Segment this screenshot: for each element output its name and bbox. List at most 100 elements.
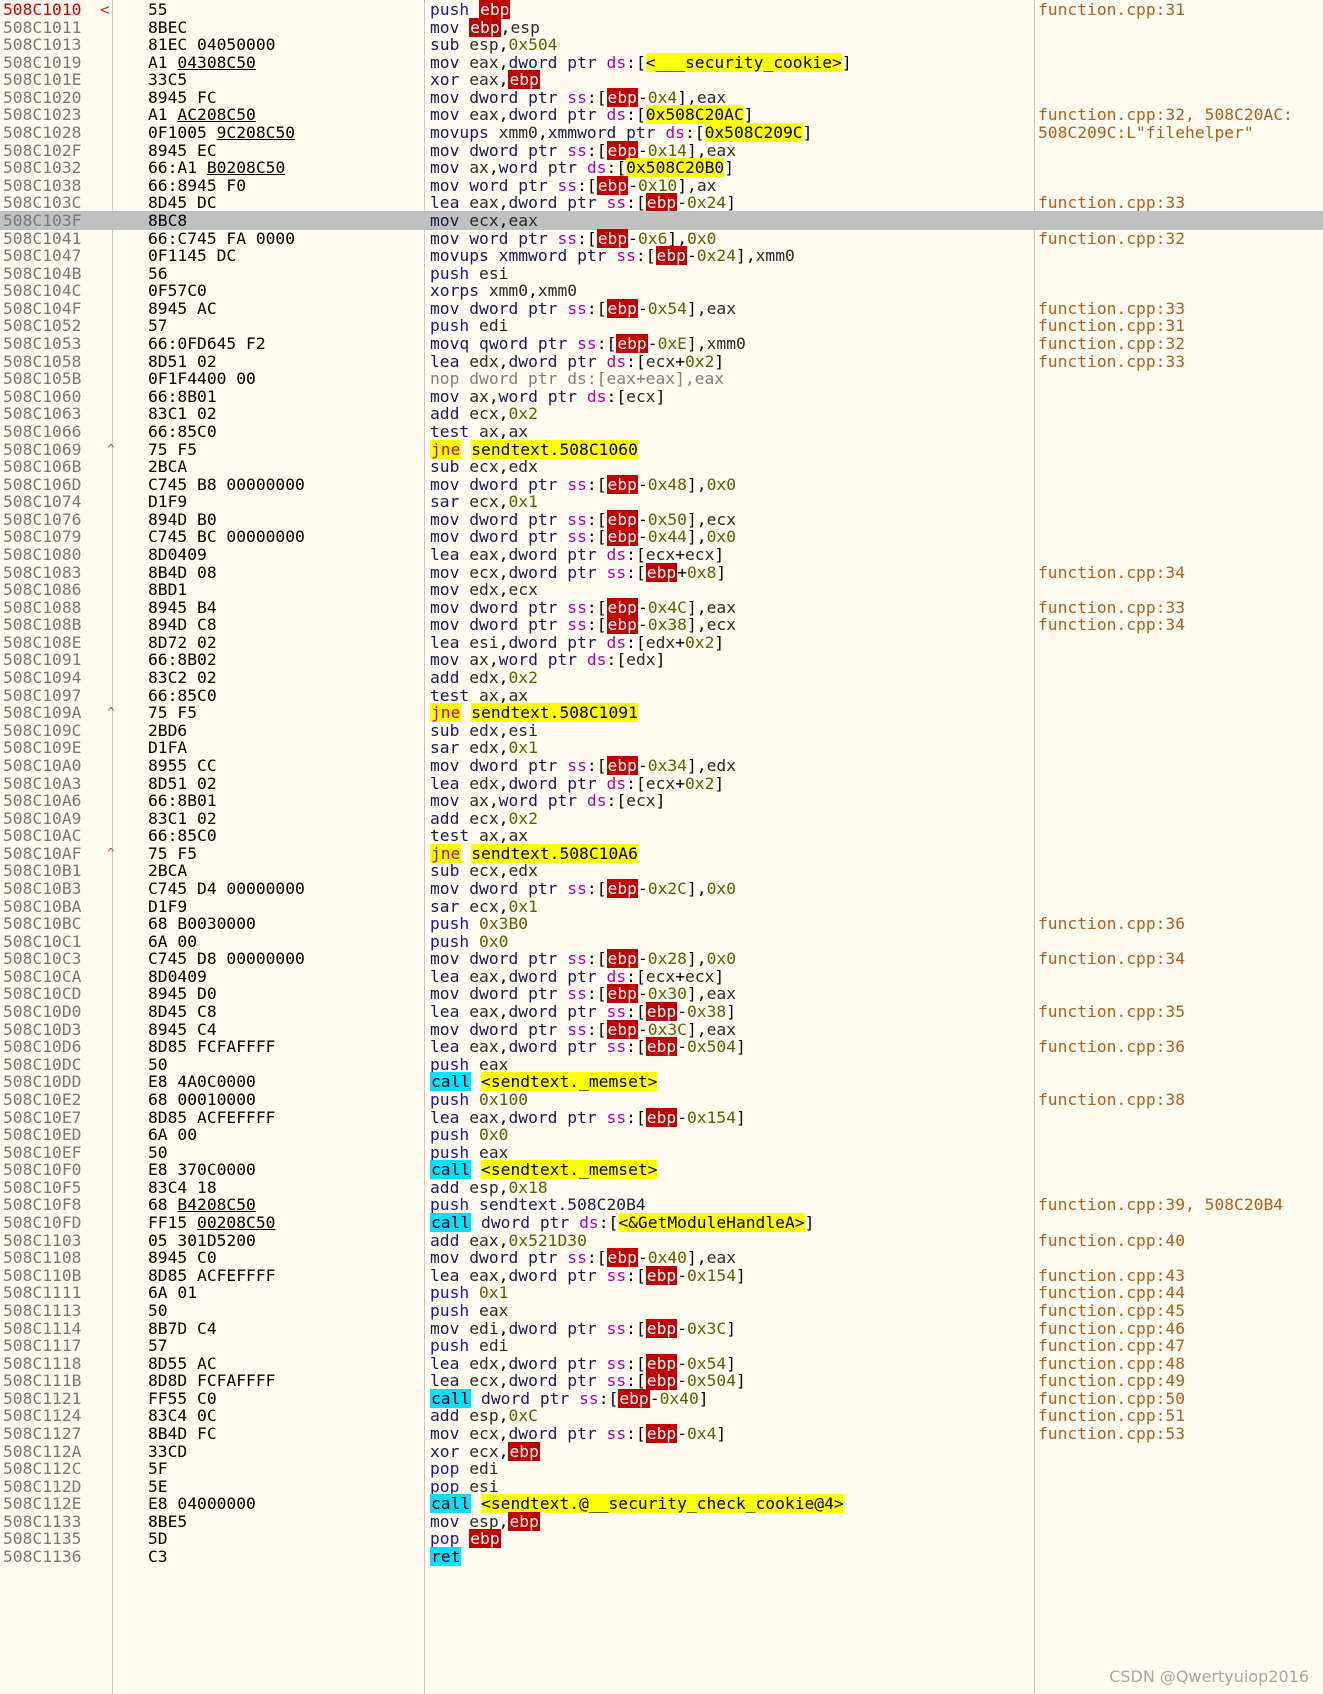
row-instruction: add ecx,0x2 (430, 808, 538, 828)
disasm-row[interactable]: 508C112C 5F pop edi (0, 1459, 1323, 1478)
disasm-row[interactable]: 508C103F 8BC8 mov ecx,eax (0, 210, 1323, 230)
disasm-row[interactable]: 508C10E7 8D85 ACFEFFFF lea eax,dword ptr s… (0, 1107, 1323, 1127)
disasm-row[interactable]: 508C109C 2BD6 sub edx,esi (0, 721, 1323, 740)
disasm-row[interactable]: 508C10CA 8D0409 lea eax,dword ptr ds:[ecx+… (0, 967, 1323, 986)
row-bytes: 5F (148, 1459, 168, 1479)
disasm-row[interactable]: 508C1108 8945 C0 mov dword ptr ss:[ebp-0x4… (0, 1248, 1323, 1268)
disasm-row[interactable]: 508C1047 0F1145 DC movups xmmword ptr ss:[… (0, 246, 1323, 266)
disasm-row[interactable]: 508C1136 C3 ret (0, 1547, 1323, 1567)
disasm-row[interactable]: 508C10C3 C745 D8 00000000 mov dword ptr ss… (0, 949, 1323, 969)
disasm-row[interactable]: 508C1118 8D55 AC lea edx,dword ptr ss:[ebp… (0, 1353, 1323, 1373)
disasm-row[interactable]: 508C10B1 2BCA sub ecx,edx (0, 861, 1323, 880)
disasm-row[interactable]: 508C10F8 68 B4208C50 push sendtext.508C20B… (0, 1195, 1323, 1214)
disasm-row[interactable]: 508C10A3 8D51 02 lea edx,dword ptr ds:[ecx… (0, 774, 1323, 793)
disasm-row[interactable]: 508C108E 8D72 02 lea esi,dword ptr ds:[edx… (0, 633, 1323, 652)
disasm-row[interactable]: 508C10ED 6A 00 push 0x0 (0, 1125, 1323, 1144)
disasm-row[interactable]: 508C109E D1FA sar edx,0x1 (0, 738, 1323, 757)
disasm-row[interactable]: 508C1121 FF55 C0 call dword ptr ss:[ebp-0x… (0, 1388, 1323, 1408)
disasm-row[interactable]: 508C1114 8B7D C4 mov edi,dword ptr ss:[ebp… (0, 1318, 1323, 1338)
disasm-row[interactable]: 508C1079 C745 BC 00000000 mov dword ptr ss… (0, 527, 1323, 547)
disasm-row[interactable]: 508C10AF ^ 75 F5 jne sendtext.508C10A6 (0, 843, 1323, 863)
disasm-row[interactable]: 508C1088 8945 B4 mov dword ptr ss:[ebp-0x4… (0, 597, 1323, 617)
disasm-row[interactable]: 508C10D0 8D45 C8 lea eax,dword ptr ss:[ebp… (0, 1002, 1323, 1022)
disasm-row[interactable]: 508C10C1 6A 00 push 0x0 (0, 932, 1323, 951)
disasm-row[interactable]: 508C1124 83C4 0C add esp,0xC function.cpp:5… (0, 1406, 1323, 1425)
disasm-row[interactable]: 508C1058 8D51 02 lea edx,dword ptr ds:[ecx… (0, 352, 1323, 371)
disasm-row[interactable]: 508C10A6 66:8B01 mov ax,word ptr ds:[ecx] (0, 791, 1323, 810)
disasm-row[interactable]: 508C10DC 50 push eax (0, 1055, 1323, 1074)
disasm-row[interactable]: 508C1127 8B4D FC mov ecx,dword ptr ss:[ebp… (0, 1423, 1323, 1443)
disasm-row[interactable]: 508C10A9 83C1 02 add ecx,0x2 (0, 809, 1323, 828)
disasm-row[interactable]: 508C10BA D1F9 sar ecx,0x1 (0, 897, 1323, 916)
disasm-row[interactable]: 508C1023 A1 AC208C50 mov eax,dword ptr ds:… (0, 105, 1323, 125)
disasm-row[interactable]: 508C1041 66:C745 FA 0000 mov word ptr ss:[… (0, 228, 1323, 248)
disasm-row[interactable]: 508C104C 0F57C0 xorps xmm0,xmm0 (0, 281, 1323, 300)
disasm-row[interactable]: 508C104F 8945 AC mov dword ptr ss:[ebp-0x5… (0, 298, 1323, 318)
disasm-row[interactable]: 508C1083 8B4D 08 mov ecx,dword ptr ss:[ebp… (0, 562, 1323, 582)
disasm-row[interactable]: 508C1063 83C1 02 add ecx,0x2 (0, 404, 1323, 423)
disasm-row[interactable]: 508C1080 8D0409 lea eax,dword ptr ds:[ecx+… (0, 545, 1323, 564)
disasm-row[interactable]: 508C106B 2BCA sub ecx,edx (0, 457, 1323, 476)
disasm-row[interactable]: 508C10E2 68 00010000 push 0x100 function.cp… (0, 1090, 1323, 1109)
disasm-row[interactable]: 508C1135 5D pop ebp (0, 1529, 1323, 1549)
row-instruction: lea eax,dword ptr ss:[ebp-0x154] (430, 1265, 746, 1285)
disasm-row[interactable]: 508C1060 66:8B01 mov ax,word ptr ds:[ecx] (0, 387, 1323, 406)
disasm-row[interactable]: 508C10A0 8955 CC mov dword ptr ss:[ebp-0x3… (0, 755, 1323, 775)
disasm-row[interactable]: 508C10D3 8945 C4 mov dword ptr ss:[ebp-0x3… (0, 1019, 1323, 1039)
disasm-row[interactable]: 508C1117 57 push edi function.cpp:47 (0, 1336, 1323, 1355)
disasm-row[interactable]: 508C1066 66:85C0 test ax,ax (0, 422, 1323, 441)
disasm-row[interactable]: 508C1133 8BE5 mov esp,ebp (0, 1511, 1323, 1531)
row-address: 508C1028 (3, 123, 82, 143)
disasm-row[interactable]: 508C112D 5E pop esi (0, 1477, 1323, 1496)
disasm-row[interactable]: 508C105B 0F1F4400 00 nop dword ptr ds:[eax… (0, 369, 1323, 388)
disasm-row[interactable]: 508C10AC 66:85C0 test ax,ax (0, 826, 1323, 845)
disasm-row[interactable]: 508C102F 8945 EC mov dword ptr ss:[ebp-0x1… (0, 140, 1323, 160)
disasm-row[interactable]: 508C10B3 C745 D4 00000000 mov dword ptr ss… (0, 879, 1323, 898)
disasm-row[interactable]: 508C110B 8D85 ACFEFFFF lea eax,dword ptr s… (0, 1265, 1323, 1285)
disasm-row[interactable]: 508C1038 66:8945 F0 mov word ptr ss:[ebp-0… (0, 175, 1323, 195)
disasm-row[interactable]: 508C1074 D1F9 sar ecx,0x1 (0, 492, 1323, 511)
disasm-row[interactable]: 508C1111 6A 01 push 0x1 function.cpp:44 (0, 1283, 1323, 1302)
disasm-row[interactable]: 508C1094 83C2 02 add edx,0x2 (0, 668, 1323, 687)
disasm-row[interactable]: 508C10BC 68 B0030000 push 0x3B0 function.cp… (0, 914, 1323, 933)
disasm-row[interactable]: 508C104B 56 push esi (0, 264, 1323, 283)
disasm-row[interactable]: 508C1053 66:0FD645 F2 movq qword ptr ss:[e… (0, 334, 1323, 354)
disasm-row[interactable]: 508C1028 0F1005 9C208C50 movups xmm0,xmmwo… (0, 123, 1323, 143)
row-bytes: 894D C8 (148, 615, 217, 635)
disasm-row[interactable]: 508C101E 33C5 xor eax,ebp (0, 70, 1323, 90)
disasm-row[interactable]: 508C10F5 83C4 18 add esp,0x18 (0, 1178, 1323, 1197)
disasm-row[interactable]: 508C103C 8D45 DC lea eax,dword ptr ss:[ebp… (0, 193, 1323, 213)
disasm-row[interactable]: 508C112A 33CD xor ecx,ebp (0, 1441, 1323, 1461)
disasm-row[interactable]: 508C1113 50 push eax function.cpp:45 (0, 1301, 1323, 1320)
disasm-row[interactable]: 508C1086 8BD1 mov edx,ecx (0, 580, 1323, 599)
row-instruction: mov ebp,esp (430, 17, 540, 37)
disasm-row[interactable]: 508C1069 ^ 75 F5 jne sendtext.508C1060 (0, 439, 1323, 459)
row-comment: function.cpp:44 (1038, 1283, 1186, 1303)
disasm-row[interactable]: 508C108B 894D C8 mov dword ptr ss:[ebp-0x3… (0, 615, 1323, 635)
disasm-row[interactable]: 508C1020 8945 FC mov dword ptr ss:[ebp-0x4… (0, 87, 1323, 107)
disasm-row[interactable]: 508C10FD FF15 00208C50 call dword ptr ds:[… (0, 1213, 1323, 1233)
row-address: 508C10EF (3, 1142, 82, 1162)
disasm-row[interactable]: 508C109A ^ 75 F5 jne sendtext.508C1091 (0, 703, 1323, 723)
disasm-row[interactable]: 508C10CD 8945 D0 mov dword ptr ss:[ebp-0x3… (0, 984, 1323, 1004)
disasm-row[interactable]: 508C1091 66:8B02 mov ax,word ptr ds:[edx] (0, 650, 1323, 669)
row-bytes: 8D0409 (148, 544, 207, 564)
disasm-row[interactable]: 508C10EF 50 push eax (0, 1143, 1323, 1162)
disasm-row[interactable]: 508C1097 66:85C0 test ax,ax (0, 686, 1323, 705)
disasm-row[interactable]: 508C1013 81EC 04050000 sub esp,0x504 (0, 35, 1323, 54)
disasm-row[interactable]: 508C1103 05 301D5200 add eax,0x521D30 funct… (0, 1231, 1323, 1250)
disasm-row[interactable]: 508C10DD E8 4A0C0000 call <sendtext._memse… (0, 1072, 1323, 1092)
disasm-row[interactable]: 508C1010 <55 push ebp function.cpp:31 (0, 0, 1323, 19)
disasm-row[interactable]: 508C106D C745 B8 00000000 mov dword ptr ss… (0, 474, 1323, 494)
disasm-row[interactable]: 508C10F0 E8 370C0000 call <sendtext._memse… (0, 1160, 1323, 1180)
disasm-row[interactable]: 508C1032 66:A1 B0208C50 mov ax,word ptr ds… (0, 158, 1323, 178)
disasm-row[interactable]: 508C1011 8BEC mov ebp,esp (0, 17, 1323, 37)
disasm-row[interactable]: 508C1052 57 push edi function.cpp:31 (0, 316, 1323, 335)
disasm-row[interactable]: 508C1076 894D B0 mov dword ptr ss:[ebp-0x5… (0, 509, 1323, 529)
disasm-row[interactable]: 508C1019 A1 04308C50 mov eax,dword ptr ds:… (0, 52, 1323, 72)
disasm-row[interactable]: 508C111B 8D8D FCFAFFFF lea ecx,dword ptr s… (0, 1371, 1323, 1391)
disasm-row[interactable]: 508C10D6 8D85 FCFAFFFF lea eax,dword ptr s… (0, 1037, 1323, 1057)
row-instruction: xor ecx,ebp (430, 1441, 540, 1461)
disasm-row[interactable]: 508C112E E8 04000000 call <sendtext.@__sec… (0, 1494, 1323, 1514)
